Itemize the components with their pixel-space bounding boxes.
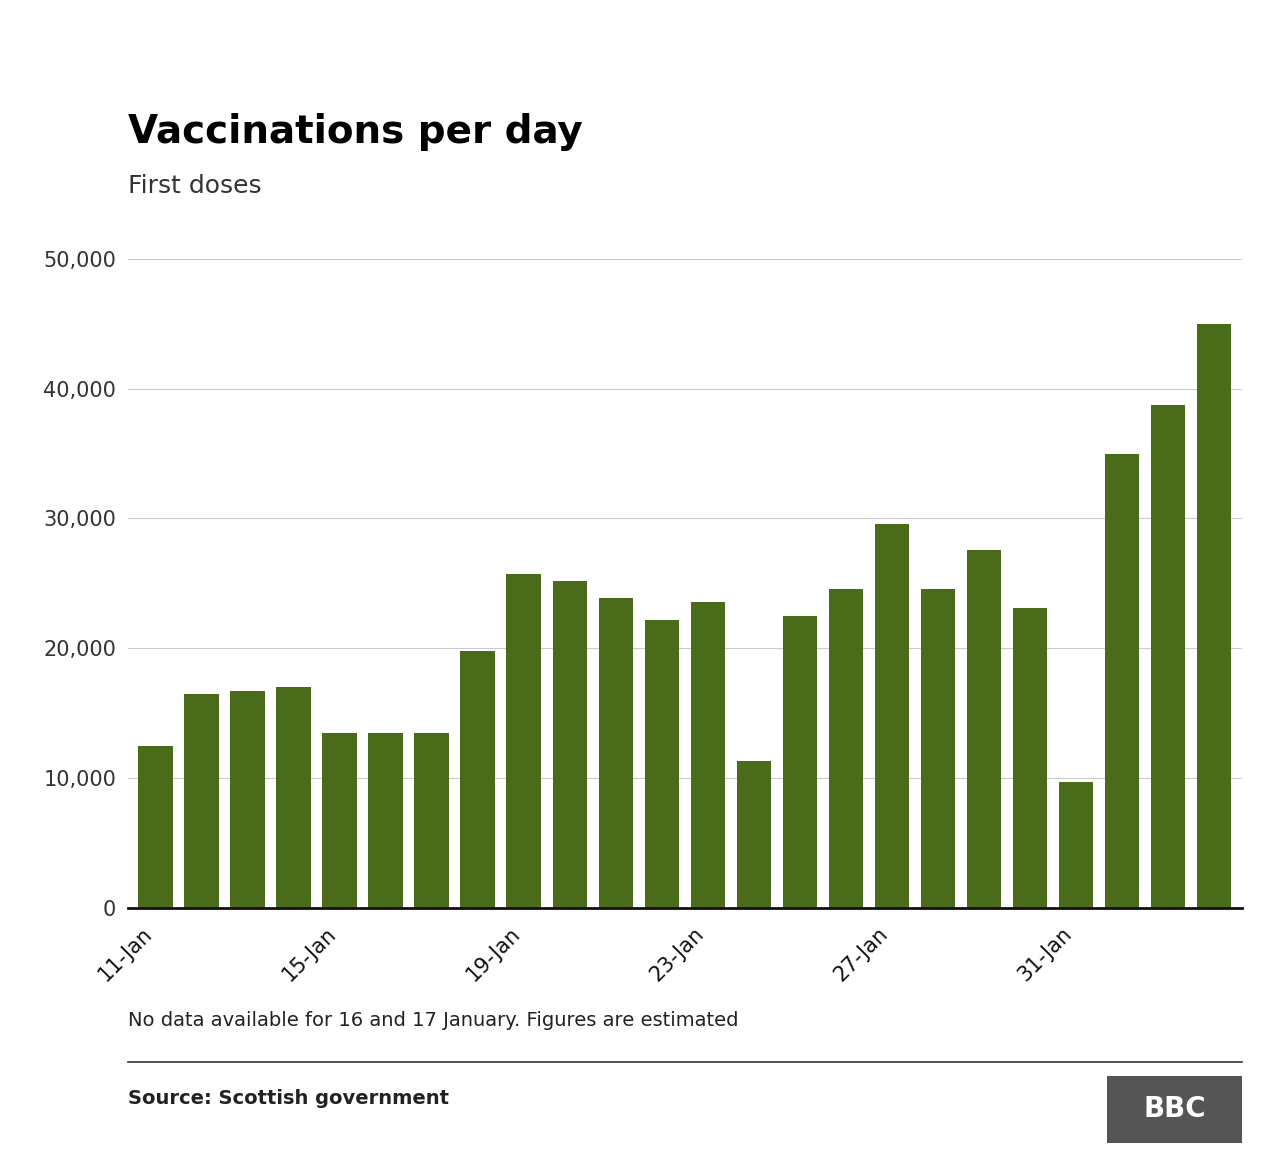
- Bar: [690, 602, 724, 908]
- Text: BBC: BBC: [1143, 1095, 1206, 1123]
- Bar: [920, 589, 955, 908]
- Bar: [553, 581, 588, 908]
- Bar: [782, 616, 817, 908]
- Text: Vaccinations per day: Vaccinations per day: [128, 113, 582, 151]
- Text: First doses: First doses: [128, 173, 261, 198]
- Bar: [369, 732, 403, 908]
- Text: No data available for 16 and 17 January. Figures are estimated: No data available for 16 and 17 January.…: [128, 1012, 739, 1030]
- Bar: [599, 597, 634, 908]
- Bar: [645, 619, 680, 908]
- Bar: [1197, 324, 1231, 908]
- Bar: [230, 691, 265, 908]
- Bar: [1059, 782, 1093, 908]
- Bar: [184, 694, 219, 908]
- Bar: [415, 732, 449, 908]
- Bar: [138, 746, 173, 908]
- Bar: [507, 574, 541, 908]
- Bar: [874, 524, 909, 908]
- Bar: [736, 761, 771, 908]
- Bar: [1012, 608, 1047, 908]
- Bar: [1105, 454, 1139, 908]
- Bar: [828, 589, 863, 908]
- Bar: [461, 651, 495, 908]
- Text: Source: Scottish government: Source: Scottish government: [128, 1090, 449, 1108]
- Bar: [966, 549, 1001, 908]
- Bar: [276, 687, 311, 908]
- Bar: [1151, 405, 1185, 908]
- Bar: [323, 732, 357, 908]
